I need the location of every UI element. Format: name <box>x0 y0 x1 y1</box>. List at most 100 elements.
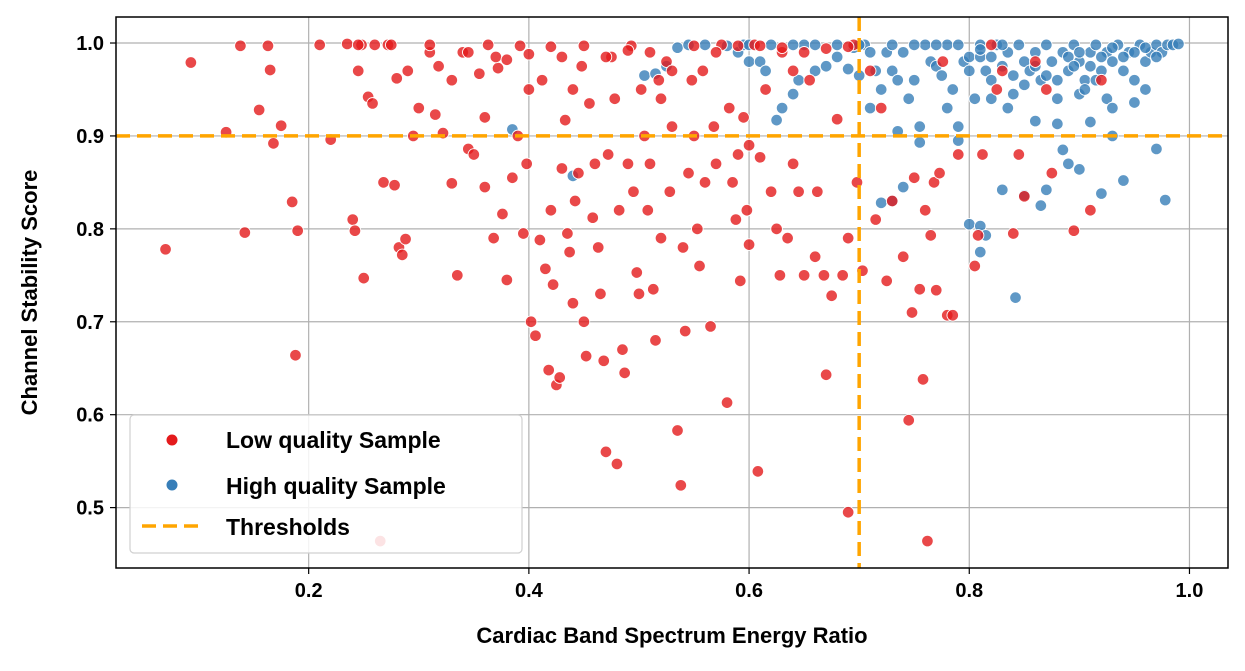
data-point-low-quality <box>751 465 765 478</box>
data-point-low-quality <box>555 50 569 64</box>
data-point-low-quality <box>616 343 629 356</box>
data-point-high-quality <box>863 101 877 115</box>
data-point-low-quality <box>663 185 677 198</box>
data-point-low-quality <box>487 231 500 245</box>
data-point-low-quality <box>357 271 370 285</box>
data-point-high-quality <box>996 183 1009 197</box>
data-point-low-quality <box>803 73 816 87</box>
data-point-high-quality <box>1128 46 1141 59</box>
data-point-high-quality <box>1034 199 1048 212</box>
data-point-low-quality <box>366 97 379 110</box>
data-point-high-quality <box>1007 87 1020 101</box>
data-point-high-quality <box>963 217 976 231</box>
data-point-low-quality <box>1040 83 1053 96</box>
data-point-low-quality <box>933 166 946 180</box>
data-point-high-quality <box>874 83 888 96</box>
data-point-low-quality <box>377 176 390 189</box>
data-point-high-quality <box>1051 92 1064 106</box>
data-point-low-quality <box>685 73 699 87</box>
data-point-low-quality <box>184 56 198 69</box>
data-point-low-quality <box>601 148 615 161</box>
x-tick-label: 0.4 <box>515 580 544 602</box>
data-point-low-quality <box>630 266 644 279</box>
data-point-high-quality <box>1051 73 1064 87</box>
data-point-low-quality <box>913 282 926 296</box>
data-point-high-quality <box>907 38 921 52</box>
data-point-low-quality <box>907 171 921 184</box>
data-point-high-quality <box>830 38 844 52</box>
data-point-low-quality <box>368 38 381 52</box>
data-point-high-quality <box>1073 46 1086 59</box>
data-point-high-quality <box>963 64 976 78</box>
data-point-low-quality <box>513 39 527 53</box>
data-point-high-quality <box>1084 115 1097 129</box>
data-point-low-quality <box>723 101 736 115</box>
data-point-low-quality <box>423 38 437 52</box>
data-point-low-quality <box>885 194 899 208</box>
y-tick-label: 0.6 <box>76 405 104 427</box>
data-point-high-quality <box>1128 96 1141 109</box>
data-point-low-quality <box>753 151 767 164</box>
data-point-high-quality <box>946 83 960 96</box>
data-point-low-quality <box>797 46 811 59</box>
data-point-low-quality <box>1084 204 1097 217</box>
data-point-high-quality <box>891 73 904 87</box>
data-point-low-quality <box>918 204 932 217</box>
legend-box <box>129 414 523 554</box>
data-point-high-quality <box>1007 69 1020 82</box>
data-point-high-quality <box>896 180 910 194</box>
data-point-low-quality <box>770 222 783 236</box>
data-point-high-quality <box>952 120 965 133</box>
data-point-low-quality <box>627 185 640 198</box>
data-point-low-quality <box>811 185 824 198</box>
data-point-low-quality <box>563 245 576 259</box>
data-point-low-quality <box>652 73 666 87</box>
data-point-high-quality <box>841 62 855 76</box>
data-point-high-quality <box>1139 55 1152 68</box>
data-point-low-quality <box>445 177 459 190</box>
data-point-low-quality <box>830 112 844 126</box>
data-point-low-quality <box>291 224 304 237</box>
data-point-low-quality <box>720 396 734 409</box>
data-point-low-quality <box>610 457 624 471</box>
data-point-high-quality <box>786 38 800 52</box>
data-point-high-quality <box>1045 55 1059 68</box>
data-point-low-quality <box>676 241 690 254</box>
data-point-high-quality <box>1040 69 1053 82</box>
data-point-low-quality <box>500 53 514 66</box>
data-point-high-quality <box>1117 64 1130 78</box>
data-point-high-quality <box>1029 114 1042 128</box>
data-point-low-quality <box>401 64 415 78</box>
data-point-high-quality <box>1009 291 1022 304</box>
data-point-high-quality <box>1106 101 1119 115</box>
data-point-low-quality <box>618 366 631 380</box>
data-point-low-quality <box>792 185 805 198</box>
data-point-low-quality <box>707 120 721 133</box>
data-point-low-quality <box>742 238 756 251</box>
data-point-low-quality <box>775 41 789 54</box>
x-axis-title: Cardiac Band Spectrum Energy Ratio <box>476 623 867 648</box>
low-quality-series <box>159 37 1108 548</box>
data-point-low-quality <box>737 111 750 124</box>
data-point-low-quality <box>841 505 855 519</box>
data-point-low-quality <box>671 424 684 437</box>
data-point-low-quality <box>896 250 910 263</box>
data-point-low-quality <box>599 50 613 64</box>
data-point-low-quality <box>696 64 710 78</box>
y-tick-label: 0.9 <box>76 126 104 148</box>
data-point-low-quality <box>698 176 712 189</box>
data-point-low-quality <box>586 211 599 224</box>
data-point-high-quality <box>979 64 993 78</box>
data-point-low-quality <box>660 55 673 68</box>
data-point-low-quality <box>817 269 831 282</box>
data-point-low-quality <box>489 50 503 64</box>
data-point-high-quality <box>1067 59 1081 73</box>
data-point-low-quality <box>647 282 660 296</box>
data-point-low-quality <box>693 259 706 273</box>
data-point-high-quality <box>1040 183 1053 197</box>
y-tick-label: 1.0 <box>76 33 104 55</box>
legend-marker-low-quality <box>165 433 179 447</box>
data-point-low-quality <box>726 176 739 189</box>
data-point-low-quality <box>808 250 822 263</box>
data-point-high-quality <box>1062 157 1075 171</box>
